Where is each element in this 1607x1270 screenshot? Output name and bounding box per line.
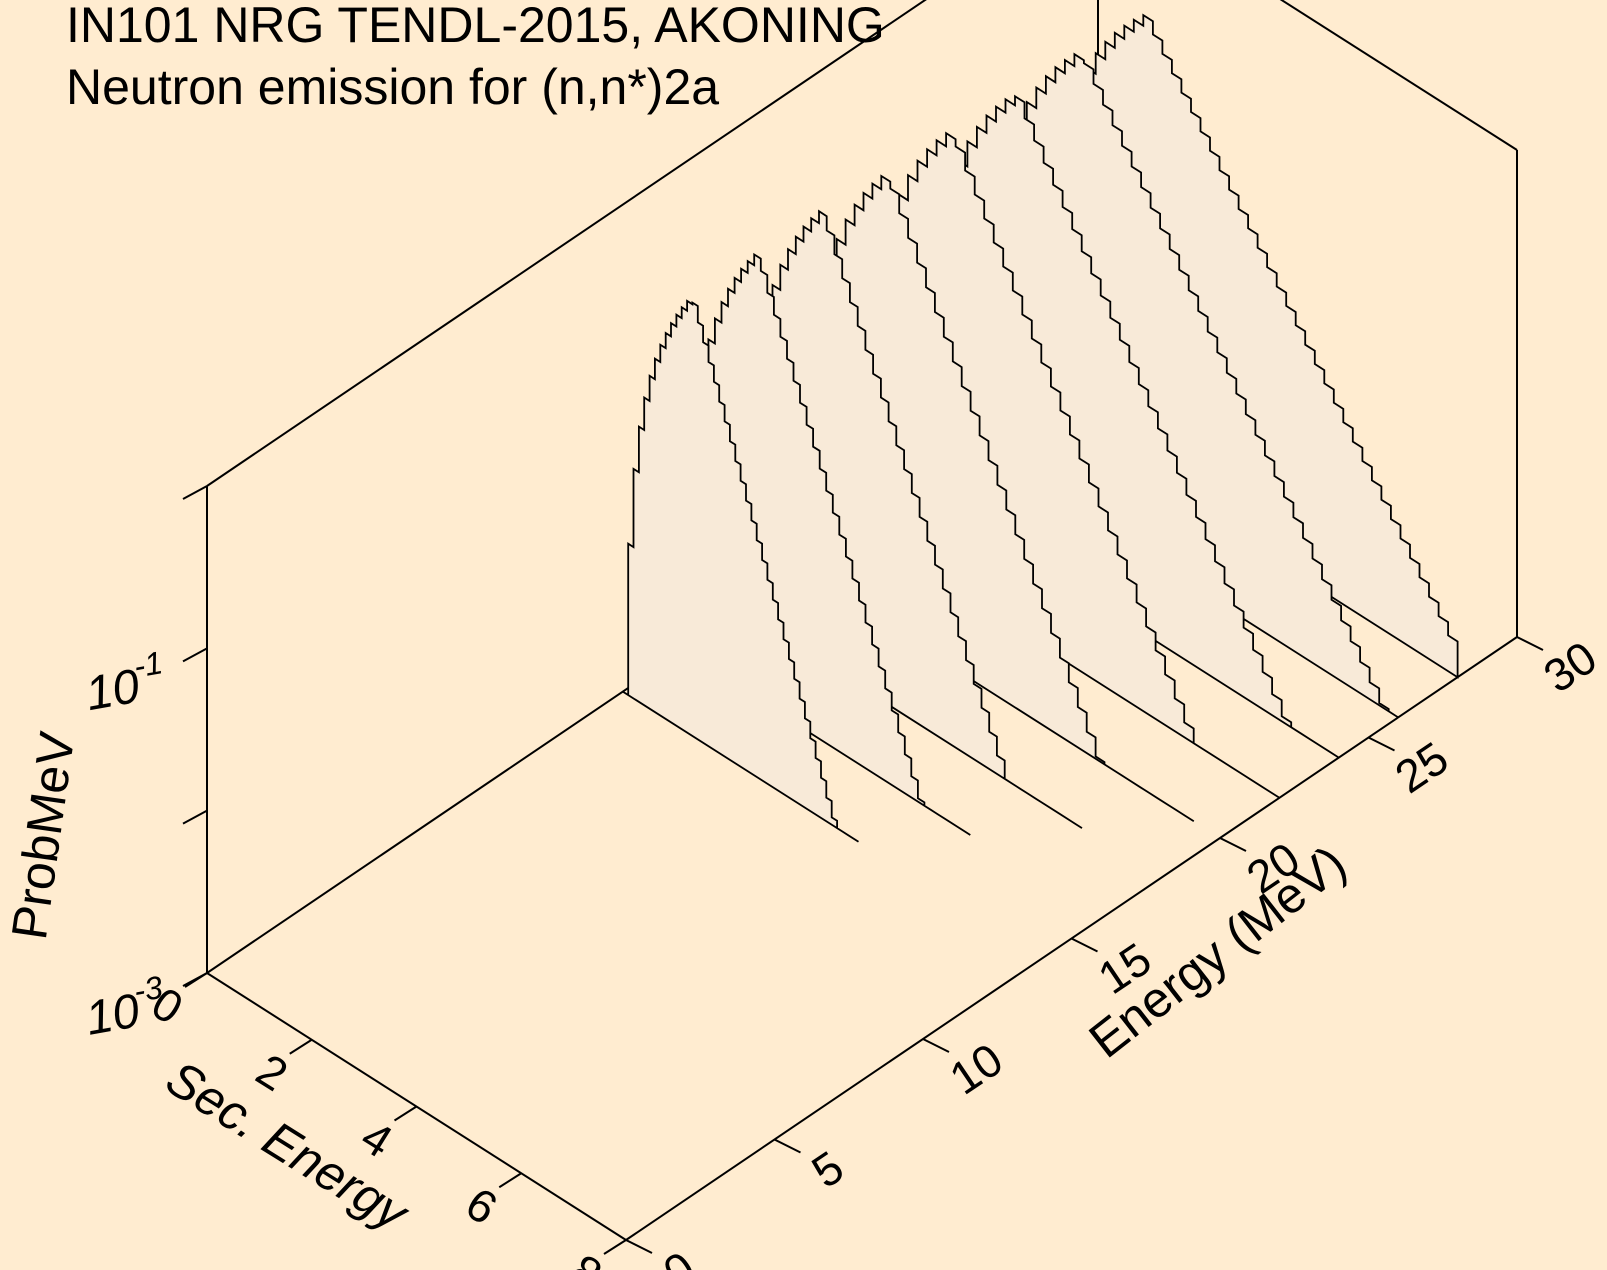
z-tick-label-1: 10-1 bbox=[82, 644, 166, 722]
spectrum-series-4 bbox=[859, 131, 1280, 799]
z-tick-mark-3 bbox=[182, 485, 208, 500]
axis-box-top-right-edge bbox=[1279, 0, 1518, 151]
spectrum-series-2 bbox=[978, 52, 1399, 719]
y-tick-mark-5 bbox=[1368, 736, 1395, 752]
x-tick-label-4: 8 bbox=[562, 1244, 611, 1270]
chart-subtitle: Neutron emission for (n,n*)2a bbox=[66, 59, 720, 115]
x-tick-mark-1 bbox=[289, 1038, 313, 1055]
x-tick-mark-4 bbox=[603, 1239, 627, 1255]
y-tick-label-2: 10 bbox=[940, 1033, 1012, 1105]
z-tick-label-base-1: 10 bbox=[82, 660, 144, 722]
y-tick-mark-2 bbox=[922, 1038, 950, 1053]
spectrum-series-3 bbox=[919, 94, 1340, 759]
y-tick-mark-1 bbox=[774, 1138, 801, 1154]
spectrum-series-1 bbox=[1038, 13, 1459, 679]
z-tick-label-0: 10-3 bbox=[82, 969, 166, 1046]
spectrum-series-5 bbox=[800, 174, 1195, 823]
z-tick-label-base-0: 10 bbox=[82, 984, 144, 1046]
z-tick-label-exp-1: -1 bbox=[131, 644, 165, 684]
x-tick-mark-2 bbox=[393, 1105, 418, 1122]
y-tick-mark-0 bbox=[625, 1239, 653, 1254]
spectrum-series-6 bbox=[741, 209, 1083, 829]
z-axis-label: ProbMeV bbox=[1, 728, 86, 943]
y-tick-mark-3 bbox=[1071, 937, 1098, 953]
y-tick-mark-6 bbox=[1516, 636, 1544, 651]
y-tick-label-0: 0 bbox=[654, 1241, 704, 1270]
z-tick-label-exp-0: -3 bbox=[131, 969, 165, 1009]
chart-title: IN101 NRG TENDL-2015, AKONING bbox=[66, 0, 885, 53]
z-tick-mark-0 bbox=[182, 972, 208, 987]
y-tick-label-6: 30 bbox=[1534, 631, 1606, 703]
y-tick-mark-4 bbox=[1219, 837, 1247, 852]
spectrum-series-8 bbox=[622, 299, 859, 843]
y-tick-label-5: 25 bbox=[1386, 731, 1458, 803]
x-tick-mark-3 bbox=[498, 1172, 522, 1189]
x-tick-label-3: 6 bbox=[457, 1177, 506, 1235]
axis-box-top-back-edge bbox=[206, 0, 927, 487]
z-tick-mark-1 bbox=[182, 809, 208, 825]
z-tick-mark-2 bbox=[182, 647, 208, 663]
y-tick-label-1: 5 bbox=[802, 1141, 852, 1198]
